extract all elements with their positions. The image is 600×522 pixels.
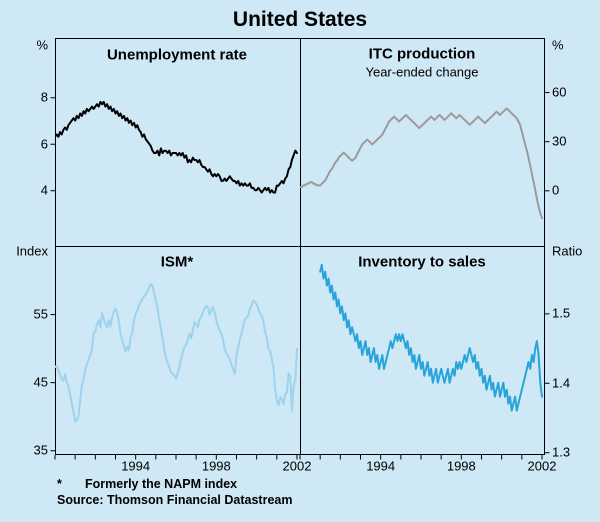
- x-tick-label: 2002: [282, 458, 312, 474]
- panel-title-unemployment: Unemployment rate: [106, 46, 248, 64]
- series-ism: [55, 283, 298, 423]
- y-tick-label: 30: [552, 133, 567, 149]
- y-tick-label: 1.5: [552, 305, 571, 321]
- panel-title-ism: ISM*: [160, 253, 194, 271]
- axis-unit-ratio: Ratio: [552, 243, 583, 259]
- series-unemployment-rate: [55, 100, 298, 194]
- footnote: * Formerly the NAPM index: [57, 477, 237, 491]
- x-tick-label: 2002: [527, 458, 557, 474]
- axis-unit-percent-right: %: [552, 37, 564, 53]
- page-title: United States: [232, 8, 368, 31]
- y-tick-label: 35: [33, 442, 48, 458]
- y-tick-label: 8: [40, 89, 48, 105]
- panel-subtitle-itc-production: Year-ended change: [365, 64, 479, 80]
- y-tick-label: 45: [33, 374, 48, 390]
- x-tick-label: 1998: [201, 458, 231, 474]
- series-itc-production: [300, 107, 543, 220]
- axis-unit-index: Index: [16, 243, 48, 259]
- y-tick-label: 55: [33, 306, 48, 322]
- panel-title-inventory-to-sales: Inventory to sales: [358, 253, 486, 271]
- y-tick-label: 1.4: [552, 375, 571, 391]
- footnote-text: Formerly the NAPM index: [85, 477, 238, 491]
- x-tick-label: 1998: [446, 458, 476, 474]
- y-tick-label: 1.3: [552, 444, 571, 460]
- x-tick-label: 1994: [121, 458, 151, 474]
- panel-title-itc-production: ITC production: [368, 45, 476, 63]
- footnote-marker: *: [57, 477, 62, 491]
- y-tick-label: 60: [552, 84, 567, 100]
- axis-unit-percent-left: %: [36, 37, 48, 53]
- x-tick-label: 1994: [366, 458, 396, 474]
- y-tick-label: 4: [40, 182, 48, 198]
- source-line: Source: Thomson Financial Datastream: [57, 493, 293, 507]
- y-tick-label: 6: [40, 136, 48, 152]
- y-tick-label: 0: [552, 182, 560, 198]
- series-inventory-to-sales: [319, 263, 543, 412]
